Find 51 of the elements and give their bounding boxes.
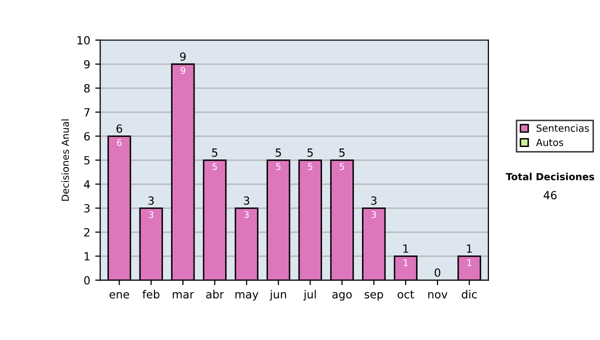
total-label: 5 bbox=[308, 148, 313, 157]
y-tick-label: 0 bbox=[84, 276, 90, 285]
x-tick-label: sep bbox=[364, 292, 384, 301]
data-label: 5 bbox=[212, 163, 217, 170]
data-label: 3 bbox=[372, 211, 376, 218]
total-label: 9 bbox=[180, 52, 186, 61]
data-label: 9 bbox=[180, 67, 186, 74]
y-tick-label: 1 bbox=[84, 252, 90, 260]
total-label: 1 bbox=[403, 244, 408, 253]
y-tick-label: 3 bbox=[84, 204, 90, 213]
data-label: 6 bbox=[117, 139, 122, 146]
total-label: 1 bbox=[466, 244, 472, 253]
total-label: 3 bbox=[244, 196, 250, 205]
data-label: 5 bbox=[308, 163, 312, 170]
x-tick-label: ago bbox=[332, 292, 352, 301]
data-label: 1 bbox=[404, 259, 408, 266]
y-tick-label: 9 bbox=[84, 60, 90, 69]
text: 46 bbox=[544, 191, 557, 200]
legend-label: Sentencias bbox=[536, 124, 589, 132]
total-label: 6 bbox=[116, 124, 122, 133]
total-label: 3 bbox=[148, 196, 154, 205]
y-tick-label: 6 bbox=[84, 132, 90, 141]
y-tick-label: 2 bbox=[84, 228, 90, 236]
y-tick-label: 10 bbox=[78, 36, 90, 44]
x-tick-label: feb bbox=[142, 290, 160, 298]
data-label: 5 bbox=[340, 163, 344, 170]
total-label: 5 bbox=[276, 148, 281, 157]
data-label: 1 bbox=[467, 259, 472, 266]
x-tick-label: dic bbox=[462, 290, 477, 298]
data-label: 3 bbox=[244, 211, 249, 218]
x-tick-label: jun bbox=[270, 290, 286, 301]
y-tick-label: 4 bbox=[84, 180, 90, 188]
text: Total Decisiones bbox=[506, 172, 594, 180]
y-tick-label: 8 bbox=[84, 84, 90, 93]
total-label: 0 bbox=[434, 268, 440, 277]
y-axis-title: Decisiones Anual bbox=[61, 119, 69, 201]
data-label: 3 bbox=[148, 211, 154, 218]
total-label: 5 bbox=[339, 148, 345, 157]
x-tick-label: mar bbox=[172, 292, 194, 298]
x-tick-label: ene bbox=[110, 292, 130, 298]
x-tick-label: abr bbox=[206, 290, 224, 298]
x-tick-label: nov bbox=[428, 292, 448, 298]
legend-label: Autos bbox=[536, 138, 564, 146]
data-label: 5 bbox=[276, 163, 280, 170]
x-tick-label: oct bbox=[398, 290, 414, 298]
x-tick-label: may bbox=[235, 292, 258, 301]
total-label: 5 bbox=[212, 148, 218, 157]
y-tick-label: 7 bbox=[84, 108, 90, 116]
x-tick-label: jul bbox=[303, 290, 316, 301]
y-tick-label: 5 bbox=[84, 156, 90, 165]
total-label: 3 bbox=[371, 196, 376, 205]
